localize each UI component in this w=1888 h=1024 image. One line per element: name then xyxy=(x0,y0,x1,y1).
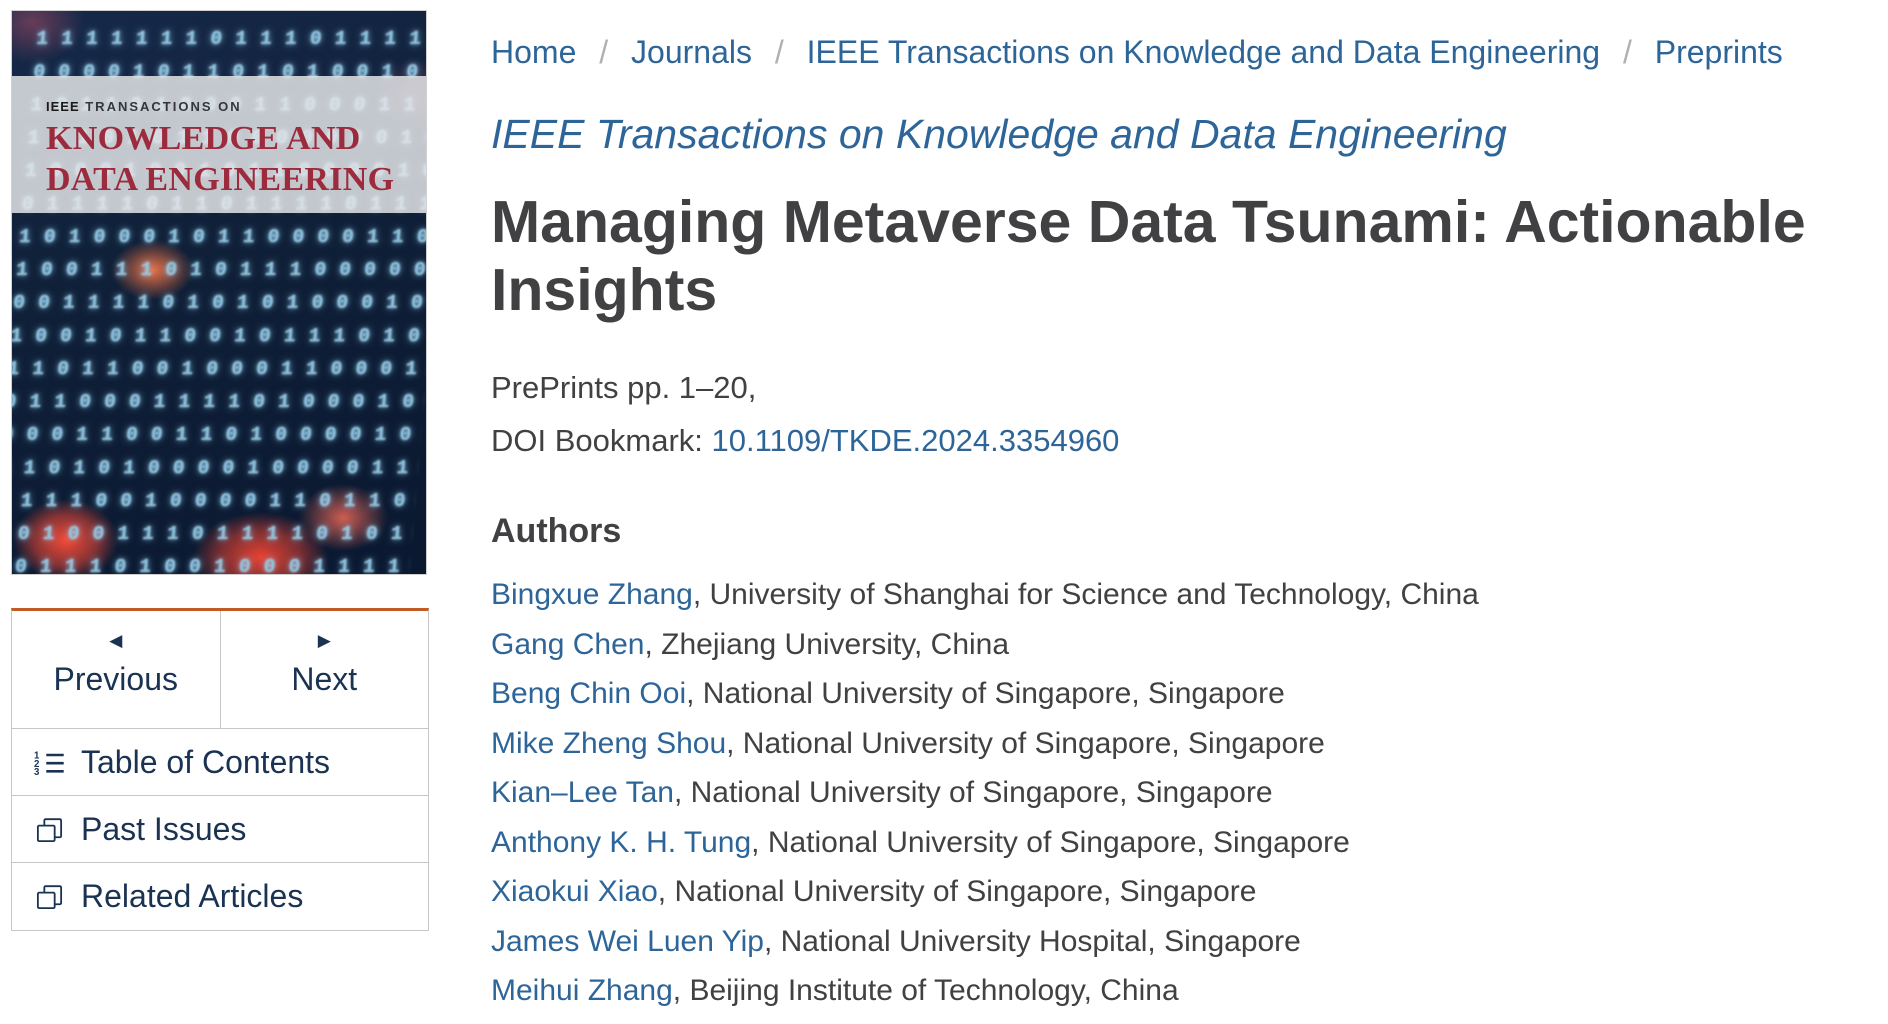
svg-text:3: 3 xyxy=(34,766,40,777)
